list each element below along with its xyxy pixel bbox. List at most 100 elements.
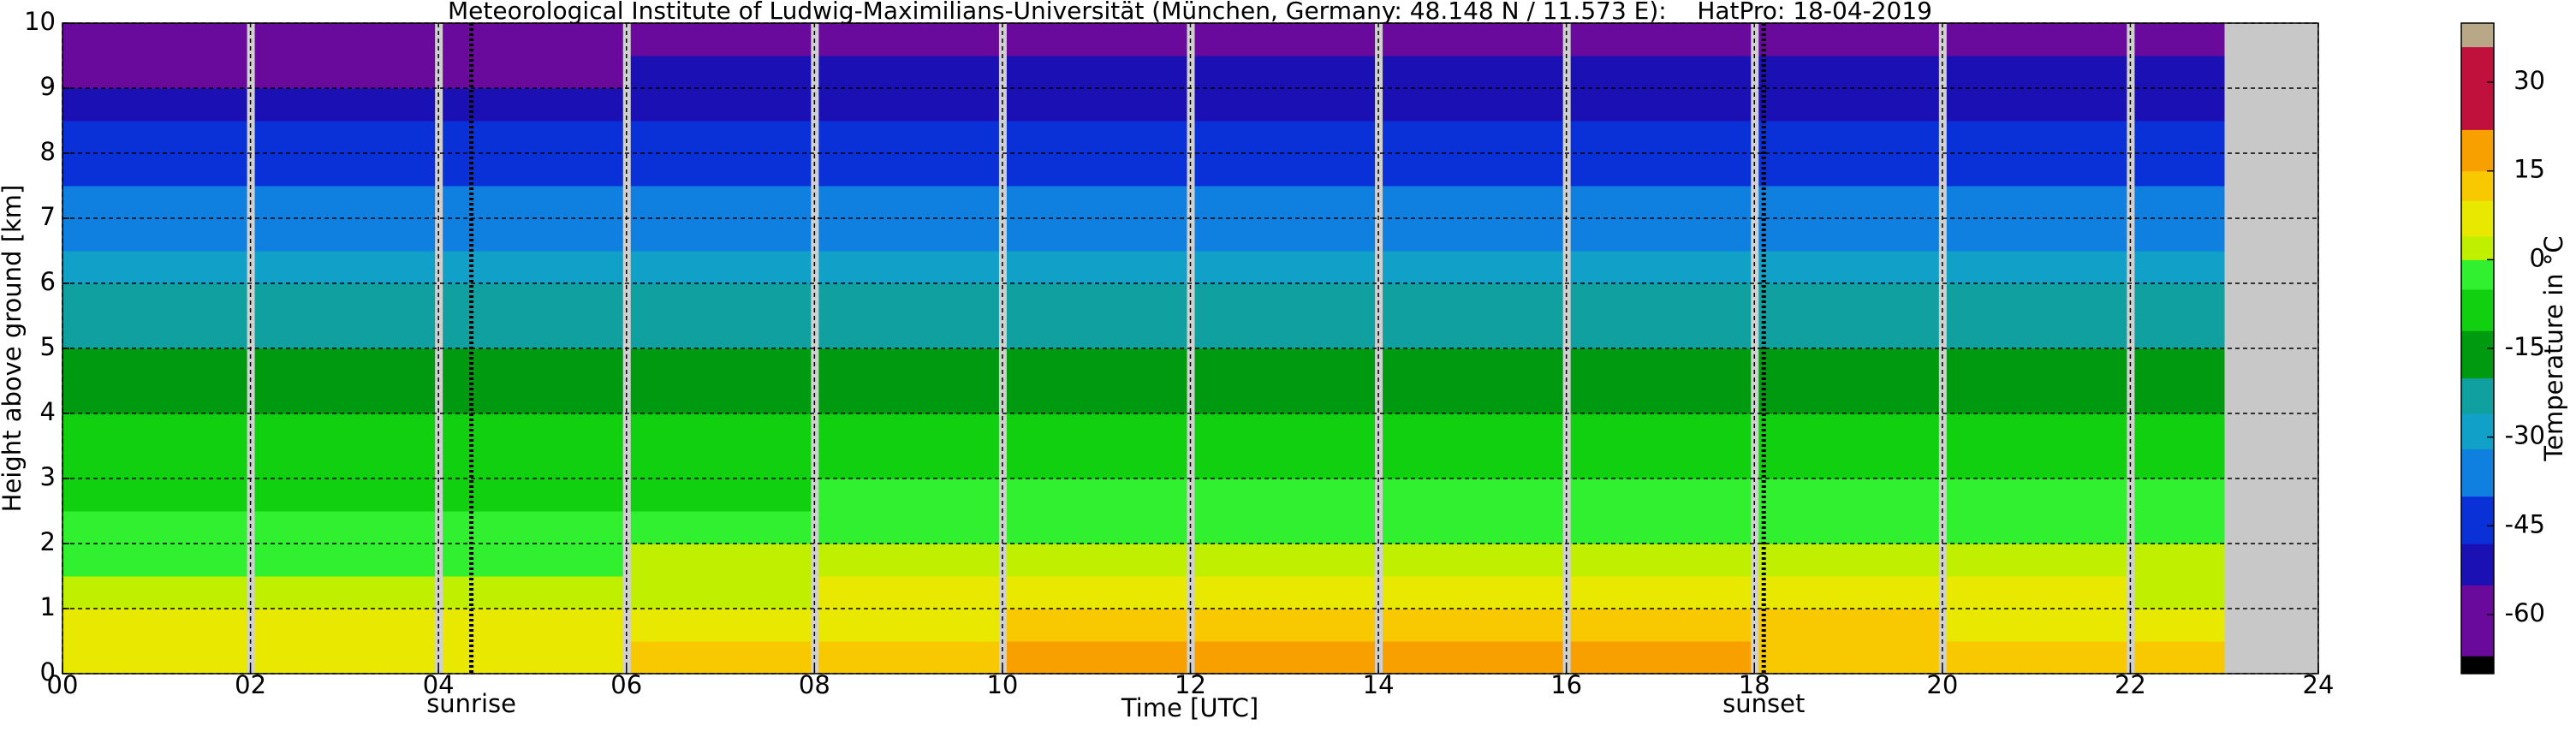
heat-cell bbox=[438, 152, 628, 187]
heat-cell bbox=[250, 217, 439, 252]
heat-cell bbox=[1754, 640, 1943, 675]
heat-cell bbox=[1942, 445, 2131, 479]
colorbar-tick-label: -30 bbox=[2505, 421, 2545, 450]
heat-cell bbox=[1566, 575, 1755, 609]
heat-cell bbox=[1754, 510, 1943, 544]
heat-cell bbox=[438, 250, 628, 284]
colorbar-label: Temperature in °C bbox=[2539, 235, 2568, 461]
heat-cell bbox=[1566, 413, 1755, 447]
heat-cell bbox=[1566, 640, 1755, 675]
heat-cell bbox=[1942, 543, 2131, 577]
x-tick-label: 04 bbox=[423, 670, 455, 699]
heat-cell bbox=[250, 120, 439, 154]
heat-cell bbox=[2130, 87, 2225, 122]
heat-cell bbox=[250, 315, 439, 349]
y-tick-label: 5 bbox=[40, 332, 56, 361]
colorbar-segment bbox=[2461, 235, 2494, 260]
heat-cell bbox=[250, 510, 439, 544]
heat-cell bbox=[1942, 315, 2131, 349]
heat-cell bbox=[1942, 413, 2131, 447]
heat-cell bbox=[1378, 608, 1568, 642]
heat-cell bbox=[1002, 348, 1191, 382]
y-tick-label: 6 bbox=[40, 267, 56, 296]
heat-cell bbox=[250, 185, 439, 219]
heat-cell bbox=[1002, 380, 1191, 414]
heat-cell bbox=[1378, 217, 1568, 252]
heat-cell bbox=[438, 640, 628, 675]
heat-cell bbox=[626, 282, 815, 317]
heat-cell bbox=[1754, 120, 1943, 154]
heat-cell bbox=[250, 87, 439, 122]
colorbar-segment bbox=[2461, 496, 2494, 544]
heat-cell bbox=[1378, 315, 1568, 349]
heat-cell bbox=[626, 152, 815, 187]
heat-cell bbox=[2130, 575, 2225, 609]
heat-cell bbox=[2130, 445, 2225, 479]
colorbar-segment bbox=[2461, 544, 2494, 585]
heat-cell bbox=[814, 510, 1003, 544]
heat-cell bbox=[2130, 217, 2225, 252]
y-tick-label: 2 bbox=[40, 527, 56, 556]
heat-cell bbox=[438, 22, 628, 56]
heat-cell bbox=[1190, 22, 1379, 56]
heat-cell bbox=[62, 445, 252, 479]
heat-cell bbox=[438, 380, 628, 414]
heat-cell bbox=[814, 543, 1003, 577]
y-tick-label: 7 bbox=[40, 202, 56, 231]
y-tick-label: 0 bbox=[40, 657, 56, 686]
heat-cell bbox=[626, 510, 815, 544]
heat-cell bbox=[438, 55, 628, 89]
heat-cell bbox=[626, 22, 815, 56]
heat-cell bbox=[814, 445, 1003, 479]
heat-cell bbox=[814, 22, 1003, 56]
heat-cell bbox=[626, 315, 815, 349]
heat-cell bbox=[814, 640, 1003, 675]
heat-cell bbox=[62, 185, 252, 219]
y-tick-label: 9 bbox=[40, 72, 56, 101]
y-tick-label: 4 bbox=[40, 397, 56, 426]
heat-cell bbox=[1378, 282, 1568, 317]
heat-cell bbox=[1754, 250, 1943, 284]
heat-cell bbox=[62, 608, 252, 642]
heat-cell bbox=[62, 282, 252, 317]
heat-cell bbox=[1190, 282, 1379, 317]
x-tick-label: 02 bbox=[235, 670, 266, 699]
heat-cell bbox=[438, 348, 628, 382]
heat-cell bbox=[814, 185, 1003, 219]
heat-cell bbox=[1378, 250, 1568, 284]
heat-cell bbox=[1566, 348, 1755, 382]
heat-cell bbox=[626, 55, 815, 89]
heat-cell bbox=[626, 575, 815, 609]
heat-cell bbox=[1190, 380, 1379, 414]
heat-cell bbox=[62, 478, 252, 512]
heat-cell bbox=[1754, 478, 1943, 512]
heat-cell bbox=[1754, 55, 1943, 89]
heat-cell bbox=[1566, 608, 1755, 642]
colorbar-segment bbox=[2461, 449, 2494, 497]
heat-cell bbox=[62, 575, 252, 609]
heat-cell bbox=[1190, 575, 1379, 609]
heat-cell bbox=[1566, 120, 1755, 154]
heat-cell bbox=[626, 120, 815, 154]
heat-cell bbox=[62, 380, 252, 414]
heat-cell bbox=[1942, 250, 2131, 284]
heat-cell bbox=[2130, 348, 2225, 382]
heat-cell bbox=[1566, 87, 1755, 122]
heat-cell bbox=[1002, 185, 1191, 219]
colorbar-tick-label: -45 bbox=[2505, 509, 2545, 538]
heat-cell bbox=[1754, 575, 1943, 609]
colorbar-segment bbox=[2461, 585, 2494, 657]
heat-cell bbox=[1754, 185, 1943, 219]
x-tick-label: 00 bbox=[47, 670, 79, 699]
heat-cell bbox=[1754, 608, 1943, 642]
x-tick-label: 14 bbox=[1363, 670, 1395, 699]
colorbar-segment bbox=[2461, 656, 2494, 675]
heat-cell bbox=[438, 510, 628, 544]
colorbar-segment bbox=[2461, 413, 2494, 449]
colorbar-tick-label: 0 bbox=[2530, 243, 2545, 272]
heat-cell bbox=[1566, 55, 1755, 89]
heat-cell bbox=[1942, 640, 2131, 675]
x-tick-label: 20 bbox=[1926, 670, 1958, 699]
heat-cell bbox=[1190, 250, 1379, 284]
heat-cell bbox=[1942, 478, 2131, 512]
